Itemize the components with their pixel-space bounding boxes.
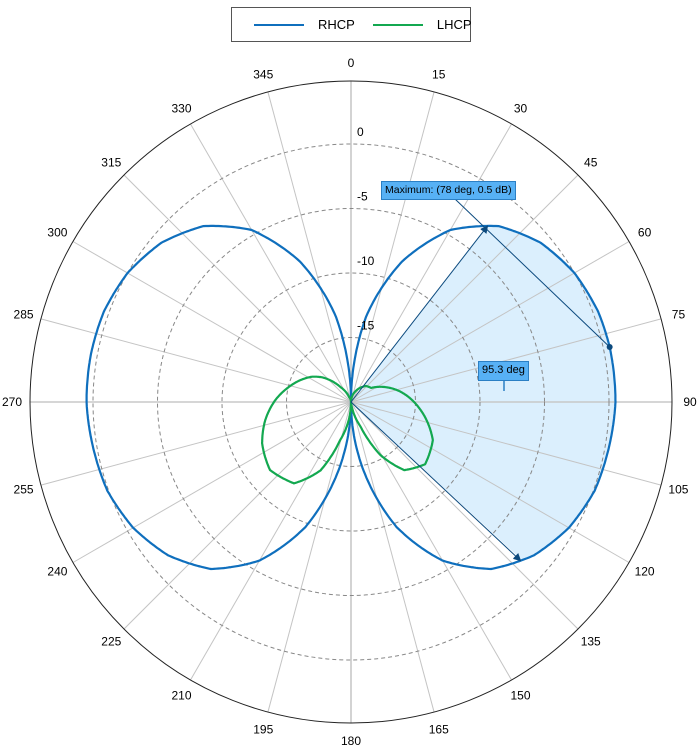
- lhcp-line-swatch-icon: [372, 23, 423, 26]
- maximum-marker-dot[interactable]: [606, 344, 613, 351]
- angle-tick-label: 45: [584, 155, 598, 169]
- angle-gridline: [350, 401, 630, 563]
- angle-gridline: [267, 91, 352, 403]
- polar-grid: [29, 80, 673, 724]
- radial-tick-label: 0: [357, 125, 364, 139]
- angle-gridline: [350, 401, 512, 681]
- beamwidth-arrow: [350, 401, 522, 562]
- angle-tick-label: 345: [253, 68, 273, 82]
- angle-gridline: [350, 401, 435, 713]
- annotation-layer: [350, 198, 613, 562]
- radial-tick-label: -10: [357, 254, 375, 268]
- maximum-callout[interactable]: Maximum: (78 deg, 0.5 dB): [381, 181, 516, 200]
- radial-gridline: [221, 272, 481, 532]
- angle-tick-label: 105: [668, 483, 688, 497]
- beamwidth-arrow: [350, 225, 489, 403]
- angle-gridline: [350, 91, 435, 403]
- legend: RHCP LHCP: [231, 7, 472, 42]
- radial-tick-label: -15: [357, 319, 375, 333]
- angle-gridline: [350, 318, 662, 403]
- angle-tick-label: 255: [14, 483, 34, 497]
- angle-tick-label: 270: [2, 395, 22, 409]
- angle-tick-label: 150: [510, 689, 530, 703]
- angle-tick-label: 300: [47, 226, 67, 240]
- rhcp-line-swatch-icon: [254, 23, 304, 26]
- radial-gridline: [157, 208, 545, 596]
- legend-item-rhcp[interactable]: RHCP: [232, 17, 355, 32]
- angle-tick-label: 180: [341, 734, 361, 748]
- angle-gridline: [123, 401, 352, 630]
- angle-gridline: [350, 241, 630, 403]
- angle-tick-label: 135: [581, 635, 601, 649]
- angle-tick-label: 210: [171, 689, 191, 703]
- angle-tick-label: 315: [101, 155, 121, 169]
- angle-tick-label: 225: [101, 635, 121, 649]
- angle-tick-label: 90: [683, 395, 697, 409]
- outer-boundary: [29, 80, 673, 724]
- legend-label-lhcp: LHCP: [436, 17, 472, 32]
- angle-tick-label: 285: [14, 307, 34, 321]
- legend-label-rhcp: RHCP: [318, 17, 355, 32]
- angle-tick-label: 30: [514, 101, 528, 115]
- angle-gridline: [190, 123, 352, 403]
- beamwidth-sector: [351, 225, 616, 561]
- angle-gridline: [267, 401, 352, 713]
- angle-gridline: [40, 401, 352, 486]
- beamwidth-callout[interactable]: 95.3 deg: [478, 361, 529, 381]
- angle-tick-label: 0: [348, 56, 355, 70]
- angle-gridline: [72, 401, 352, 563]
- angle-tick-label: 75: [672, 307, 686, 321]
- angle-tick-label: 120: [635, 565, 655, 579]
- angle-tick-label: 60: [638, 226, 652, 240]
- angle-gridline: [350, 174, 579, 403]
- angle-tick-label: 15: [432, 68, 446, 82]
- radial-gridline: [92, 143, 610, 661]
- angle-gridline: [350, 123, 512, 403]
- radial-tick-label: -5: [357, 190, 368, 204]
- axis-labels: 0 15 30 45 60 75 90 105 120 135 150 165 180 195 210 225…: [2, 56, 697, 748]
- angle-gridline: [350, 401, 579, 630]
- angle-gridline: [350, 401, 662, 486]
- angle-tick-label: 330: [171, 101, 191, 115]
- angle-tick-label: 240: [47, 565, 67, 579]
- angle-gridline: [190, 401, 352, 681]
- angle-gridline: [123, 174, 352, 403]
- angle-gridline: [40, 318, 352, 403]
- legend-item-lhcp[interactable]: LHCP: [355, 17, 472, 32]
- angle-tick-label: 195: [253, 722, 273, 736]
- angle-tick-label: 165: [429, 722, 449, 736]
- beamwidth-shaded-sector: [351, 225, 616, 561]
- maximum-leader-line: [454, 198, 611, 348]
- angle-gridline: [72, 241, 352, 403]
